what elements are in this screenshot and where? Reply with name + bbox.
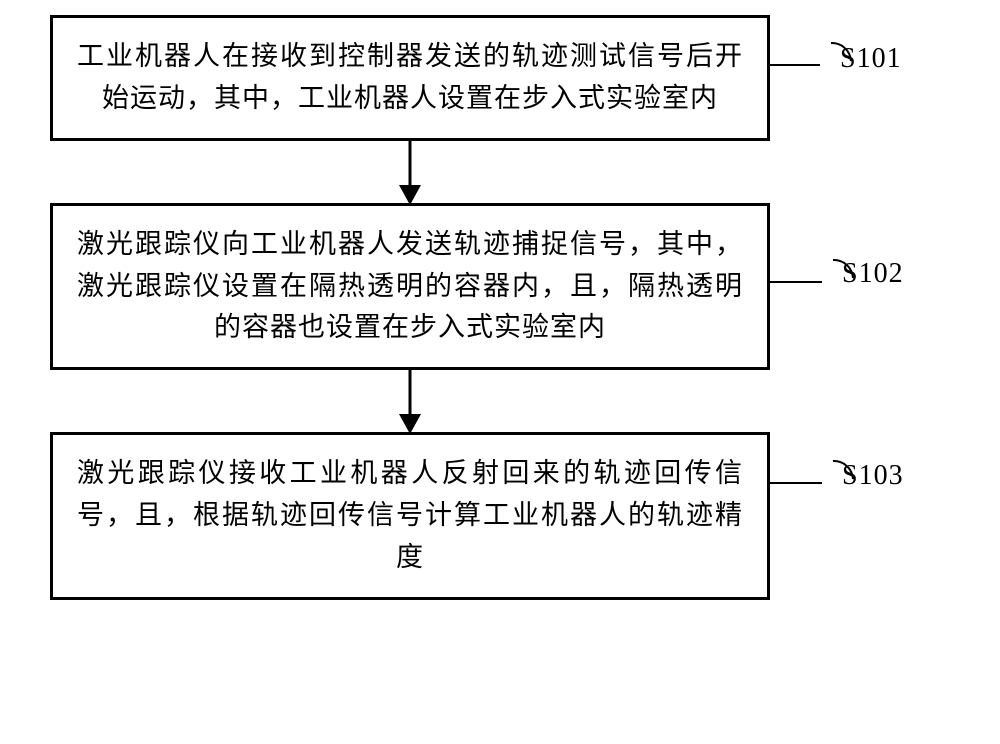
step-label: S102 xyxy=(842,258,904,290)
flow-text: 激光跟踪仪接收工业机器人反射回来的轨迹回传信号，且，根据轨迹回传信号计算工业机器… xyxy=(77,458,743,572)
arrow-down-icon xyxy=(399,414,421,434)
flow-box: 激光跟踪仪向工业机器人发送轨迹捕捉信号，其中，激光跟踪仪设置在隔热透明的容器内，… xyxy=(50,203,770,371)
step-label: S103 xyxy=(842,460,904,492)
step-label: S101 xyxy=(840,43,902,75)
flow-connector xyxy=(50,141,770,203)
flow-text: 激光跟踪仪向工业机器人发送轨迹捕捉信号，其中，激光跟踪仪设置在隔热透明的容器内，… xyxy=(77,229,743,343)
flow-box: 工业机器人在接收到控制器发送的轨迹测试信号后开始运动，其中，工业机器人设置在步入… xyxy=(50,15,770,141)
flowchart-container: 工业机器人在接收到控制器发送的轨迹测试信号后开始运动，其中，工业机器人设置在步入… xyxy=(50,15,950,600)
connector-line xyxy=(409,141,412,189)
flow-box: 激光跟踪仪接收工业机器人反射回来的轨迹回传信号，且，根据轨迹回传信号计算工业机器… xyxy=(50,432,770,600)
flow-node-s102: 激光跟踪仪向工业机器人发送轨迹捕捉信号，其中，激光跟踪仪设置在隔热透明的容器内，… xyxy=(50,203,950,371)
flow-text: 工业机器人在接收到控制器发送的轨迹测试信号后开始运动，其中，工业机器人设置在步入… xyxy=(77,41,743,113)
arrow-down-icon xyxy=(399,185,421,205)
flow-connector xyxy=(50,370,770,432)
flow-node-s103: 激光跟踪仪接收工业机器人反射回来的轨迹回传信号，且，根据轨迹回传信号计算工业机器… xyxy=(50,432,950,600)
connector-line xyxy=(409,370,412,418)
flow-node-s101: 工业机器人在接收到控制器发送的轨迹测试信号后开始运动，其中，工业机器人设置在步入… xyxy=(50,15,950,141)
